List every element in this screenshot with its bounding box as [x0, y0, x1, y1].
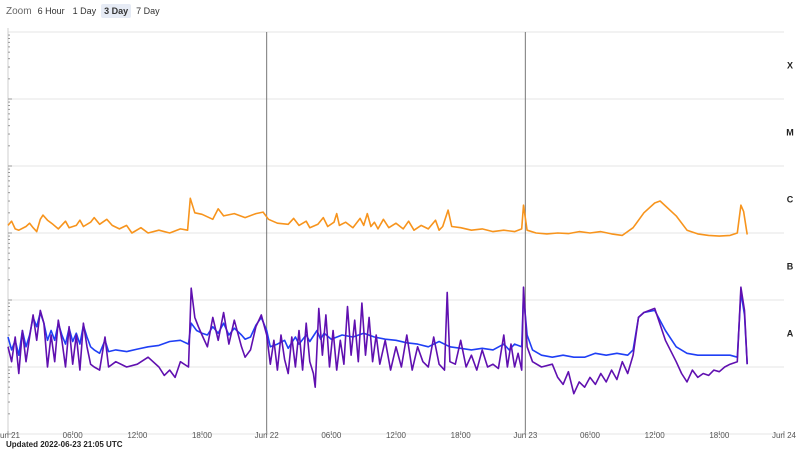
- series-orange-line: [7, 197, 748, 237]
- x-tick-label: Jun 24: [772, 431, 797, 440]
- x-tick-label: Jun 22: [255, 431, 280, 440]
- zoom-1-day-button[interactable]: 1 Day: [72, 6, 97, 16]
- zoom-3-day-button[interactable]: 3 Day: [101, 4, 132, 18]
- x-tick-label: 12:00: [127, 431, 148, 440]
- class-label-c: C: [787, 195, 794, 205]
- x-tick-label: 18:00: [192, 431, 213, 440]
- class-label-x: X: [787, 61, 793, 71]
- updated-timestamp: Updated 2022-06-23 21:05 UTC: [6, 440, 123, 449]
- zoom-6-hour-button[interactable]: 6 Hour: [37, 6, 65, 16]
- grid: [7, 28, 784, 435]
- x-tick-label: 12:00: [645, 431, 666, 440]
- class-label-m: M: [786, 128, 794, 138]
- x-tick-label: 06:00: [580, 431, 601, 440]
- x-tick-label: Jun 23: [513, 431, 538, 440]
- x-tick-label: 18:00: [709, 431, 730, 440]
- zoom-control: Zoom 6 Hour 1 Day 3 Day 7 Day: [0, 0, 165, 22]
- zoom-7-day-button[interactable]: 7 Day: [136, 6, 160, 16]
- x-tick-label: 12:00: [386, 431, 407, 440]
- class-label-b: B: [787, 262, 794, 272]
- day-separators: [266, 32, 526, 434]
- x-tick-label: 18:00: [451, 431, 472, 440]
- x-axis-labels: Jun 21 06:00 12:00 18:00 Jun 22 06:00 12:00 18:…: [0, 431, 797, 440]
- y-axis-ticks: [8, 34, 12, 435]
- zoom-label: Zoom: [6, 5, 32, 17]
- series-purple-line: [7, 286, 748, 395]
- series-layer: [7, 197, 748, 395]
- x-tick-label: 06:00: [63, 431, 84, 440]
- series-blue-line: [7, 291, 748, 365]
- class-label-a: A: [787, 329, 794, 339]
- x-tick-label: Jun 21: [0, 431, 21, 440]
- x-tick-label: 06:00: [321, 431, 342, 440]
- flare-class-labels: X M C B A: [786, 61, 794, 339]
